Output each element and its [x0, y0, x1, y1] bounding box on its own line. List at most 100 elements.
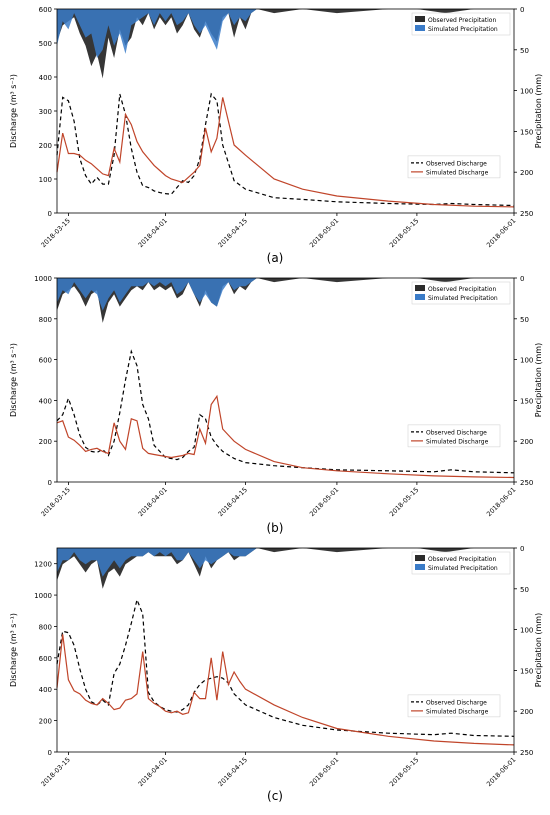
- simulated-discharge-line: [56, 97, 515, 208]
- x-tick-label: 2018-06-01: [485, 756, 517, 788]
- y-axis-label: Discharge (m³ s⁻¹): [9, 343, 18, 417]
- y2-tick-label: 50: [520, 586, 529, 594]
- y2-tick-label: 200: [520, 438, 533, 446]
- y-tick-label: 1000: [34, 275, 52, 283]
- y-tick-label: 800: [39, 316, 52, 324]
- y-tick-label: 200: [39, 718, 52, 726]
- legend-label: Simulated Discharge: [426, 438, 489, 445]
- simulated-discharge-line: [56, 634, 515, 746]
- y-tick-label: 800: [39, 623, 52, 631]
- y-axis-label: Discharge (m³ s⁻¹): [9, 74, 18, 148]
- legend-label: Observed Discharge: [426, 699, 487, 706]
- y-tick-label: 400: [39, 74, 52, 82]
- y2-tick-label: 150: [520, 667, 533, 675]
- precip-legend: Observed Precipitation Simulated Precipit…: [411, 281, 511, 305]
- chart-panel-2: 0 200 400 600 800 1000 0 50 100 150 200 250 2018-03-…: [9, 275, 543, 535]
- y-tick-label: 0: [48, 749, 52, 757]
- legend-box: [407, 694, 501, 718]
- y2-tick-label: 200: [520, 708, 533, 716]
- y-tick-label: 500: [39, 40, 52, 48]
- y2-axis-label: Precipitation (mm): [534, 74, 543, 148]
- y-tick-label: 1000: [34, 592, 52, 600]
- x-tick-label: 2018-03-15: [39, 486, 71, 518]
- y-tick-label: 300: [39, 108, 52, 116]
- legend-swatch: [415, 25, 425, 31]
- y-tick-label: 200: [39, 438, 52, 446]
- observed-discharge-line: [56, 92, 515, 207]
- legend-label: Observed Precipitation: [428, 17, 496, 24]
- legend-label: Simulated Discharge: [426, 169, 489, 176]
- legend-box: [411, 12, 511, 36]
- x-tick-label: 2018-05-01: [308, 486, 340, 518]
- y-tick-label: 600: [39, 655, 52, 663]
- x-tick-label: 2018-04-01: [137, 486, 169, 518]
- legend-label: Simulated Precipitation: [428, 565, 498, 572]
- x-tick-label: 2018-05-15: [388, 486, 420, 518]
- y2-tick-label: 50: [520, 47, 529, 55]
- y2-tick-label: 200: [520, 169, 533, 177]
- y-tick-label: 400: [39, 397, 52, 405]
- precip-legend: Observed Precipitation Simulated Precipit…: [411, 12, 511, 36]
- y2-tick-label: 0: [520, 6, 524, 14]
- legend-box: [411, 551, 511, 575]
- y-axis-label: Discharge (m³ s⁻¹): [9, 613, 18, 687]
- x-tick-label: 2018-05-15: [388, 756, 420, 788]
- legend-label: Observed Precipitation: [428, 556, 496, 563]
- discharge-legend: Observed Discharge Simulated Discharge: [407, 694, 501, 718]
- legend-label: Simulated Discharge: [426, 708, 489, 715]
- discharge-legend: Observed Discharge Simulated Discharge: [407, 155, 501, 179]
- y2-tick-label: 150: [520, 397, 533, 405]
- y-tick-label: 0: [48, 479, 52, 487]
- x-tick-label: 2018-04-15: [217, 486, 249, 518]
- simulated-discharge-line: [56, 394, 515, 479]
- x-tick-label: 2018-05-01: [308, 756, 340, 788]
- simulated-precipitation-area: [57, 548, 514, 577]
- x-tick-label: 2018-04-15: [217, 217, 249, 249]
- precip-legend: Observed Precipitation Simulated Precipit…: [411, 551, 511, 575]
- y-tick-label: 1200: [34, 561, 52, 569]
- plot-frame: [56, 277, 515, 483]
- y2-tick-label: 100: [520, 627, 533, 635]
- y2-tick-label: 250: [520, 479, 533, 487]
- panel-label: (c): [267, 789, 283, 803]
- x-tick-label: 2018-04-01: [137, 756, 169, 788]
- y2-tick-label: 0: [520, 275, 524, 283]
- y2-tick-label: 250: [520, 210, 533, 218]
- y-tick-label: 600: [39, 6, 52, 14]
- y-tick-label: 0: [48, 210, 52, 218]
- legend-swatch: [415, 564, 425, 570]
- y-tick-label: 100: [39, 176, 52, 184]
- x-tick-label: 2018-05-15: [388, 217, 420, 249]
- legend-swatch: [415, 294, 425, 300]
- simulated-precipitation-area: [57, 9, 514, 58]
- x-tick-label: 2018-04-15: [217, 756, 249, 788]
- legend-swatch: [415, 285, 425, 291]
- x-tick-label: 2018-06-01: [485, 486, 517, 518]
- legend-label: Observed Precipitation: [428, 286, 496, 293]
- y-tick-label: 400: [39, 686, 52, 694]
- legend-label: Observed Discharge: [426, 160, 487, 167]
- y-tick-label: 600: [39, 357, 52, 365]
- x-tick-label: 2018-04-01: [137, 217, 169, 249]
- observed-discharge-line: [56, 597, 515, 737]
- plot-frame: [56, 547, 515, 753]
- y2-tick-label: 150: [520, 128, 533, 136]
- x-tick-label: 2018-03-15: [39, 217, 71, 249]
- legend-box: [411, 281, 511, 305]
- legend-label: Simulated Precipitation: [428, 295, 498, 302]
- legend-label: Simulated Precipitation: [428, 26, 498, 33]
- observed-discharge-line: [56, 349, 515, 474]
- panel-label: (b): [267, 521, 284, 535]
- x-tick-label: 2018-03-15: [39, 756, 71, 788]
- simulated-precipitation-area: [57, 278, 514, 311]
- y2-tick-label: 0: [520, 545, 524, 553]
- x-tick-label: 2018-05-01: [308, 217, 340, 249]
- chart-panel-3: 0200400600800100012000501001502002502018…: [9, 545, 543, 803]
- x-tick-label: 2018-06-01: [485, 217, 517, 249]
- panel-label: (a): [267, 251, 284, 265]
- y2-tick-label: 100: [520, 88, 533, 96]
- legend-label: Observed Discharge: [426, 429, 487, 436]
- legend-box: [407, 424, 501, 448]
